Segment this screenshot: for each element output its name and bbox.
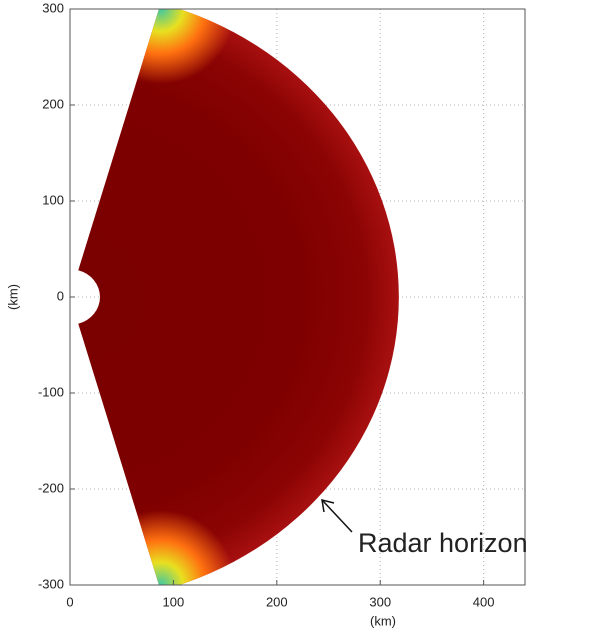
y-tick-label: 300 <box>42 0 64 15</box>
y-axis-label: (km) <box>5 284 20 310</box>
x-tick-label: 400 <box>473 594 495 609</box>
y-tick-label: 0 <box>57 288 64 303</box>
y-tick-label: -300 <box>38 576 64 591</box>
y-tick-label: -100 <box>38 384 64 399</box>
x-tick-label: 200 <box>266 594 288 609</box>
annotation: Radar horizon <box>358 528 528 558</box>
x-axis-label: (km) <box>370 613 396 628</box>
annotation-arrow <box>322 500 353 533</box>
x-tick-label: 0 <box>66 594 73 609</box>
y-tick-label: 100 <box>42 192 64 207</box>
annotation-arrowhead <box>321 498 335 513</box>
x-tick-label: 100 <box>163 594 185 609</box>
x-tick-label: 300 <box>369 594 391 609</box>
y-tick-label: -200 <box>38 480 64 495</box>
y-tick-label: 200 <box>42 96 64 111</box>
